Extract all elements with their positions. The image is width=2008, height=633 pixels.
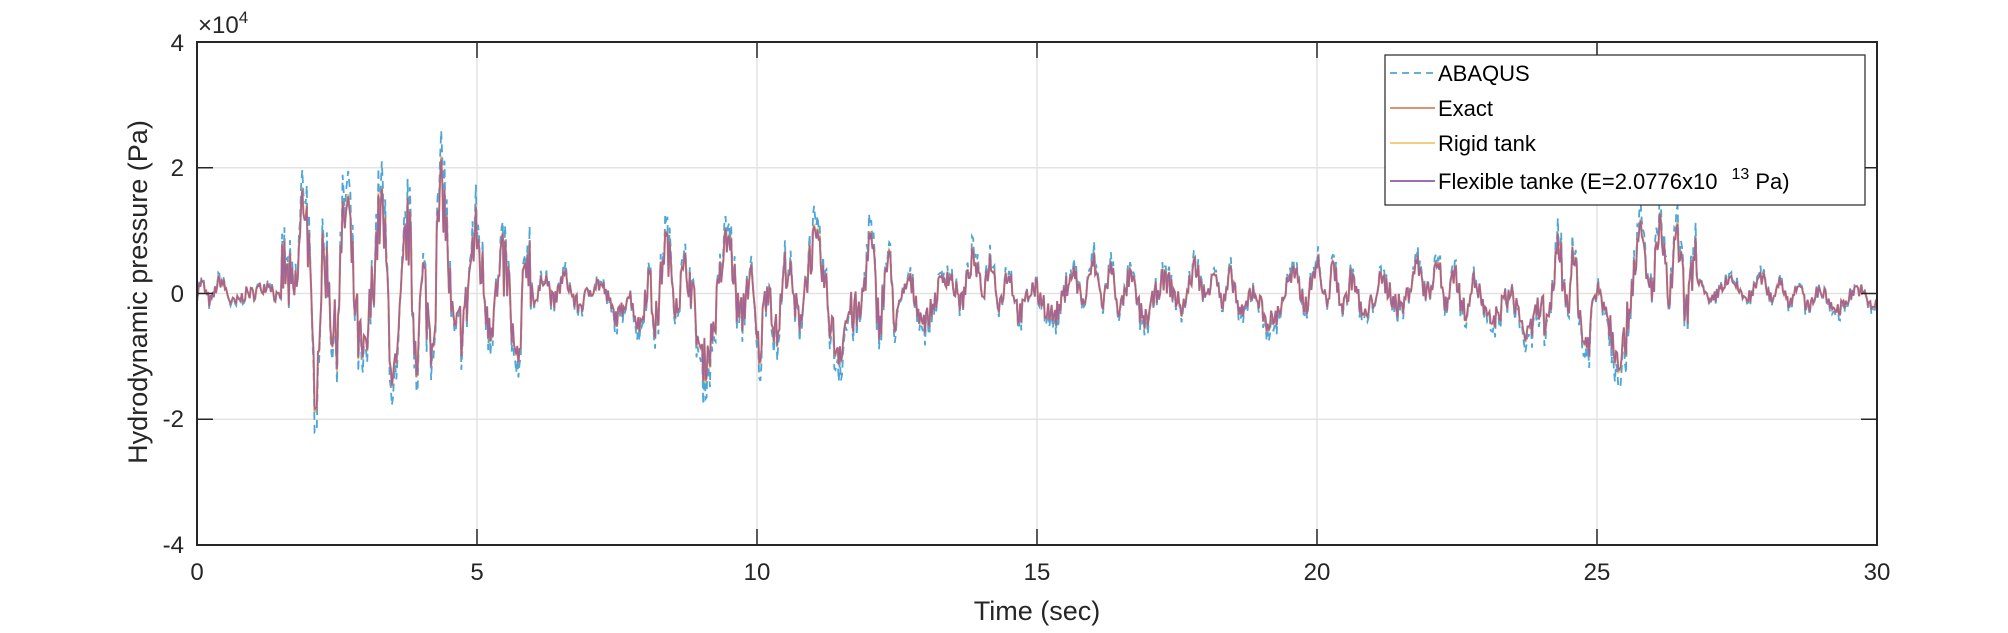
x-tick-label: 15 bbox=[1024, 559, 1051, 586]
x-tick-label: 10 bbox=[744, 559, 771, 586]
x-tick-labels: 0 5 10 15 20 25 30 bbox=[190, 559, 1890, 586]
y-tick-label: 2 bbox=[171, 155, 184, 182]
y-exponent-label: ×104 bbox=[198, 8, 248, 39]
x-tick-label: 30 bbox=[1864, 559, 1891, 586]
y-tick-label: -2 bbox=[163, 406, 184, 433]
legend-box bbox=[1384, 54, 1866, 206]
x-tick-label: 5 bbox=[470, 559, 483, 586]
x-tick-label: 20 bbox=[1304, 559, 1331, 586]
y-tick-label: 0 bbox=[171, 281, 184, 308]
legend-label-exact: Exact bbox=[1438, 96, 1493, 121]
legend-label-rigid-tank: Rigid tank bbox=[1438, 131, 1537, 156]
y-tick-labels: 4 2 0 -2 -4 bbox=[163, 30, 184, 559]
x-tick-label: 0 bbox=[190, 559, 203, 586]
x-axis-label: Time (sec) bbox=[974, 596, 1101, 626]
x-tick-label: 25 bbox=[1584, 559, 1611, 586]
y-tick-label: -4 bbox=[163, 532, 184, 559]
legend-label-abaqus: ABAQUS bbox=[1438, 61, 1530, 86]
series-layer bbox=[196, 130, 1878, 435]
legend-label-flexible-tank: Flexible tanke (E=2.0776x10 13 Pa) bbox=[1438, 166, 1790, 194]
legend: ABAQUS Exact Rigid tank Flexible tanke (… bbox=[1384, 54, 1866, 206]
series-flexible-tank bbox=[196, 159, 1878, 410]
y-tick-label: 4 bbox=[171, 30, 184, 57]
y-axis-label: Hydrodynamic pressure (Pa) bbox=[123, 120, 153, 464]
